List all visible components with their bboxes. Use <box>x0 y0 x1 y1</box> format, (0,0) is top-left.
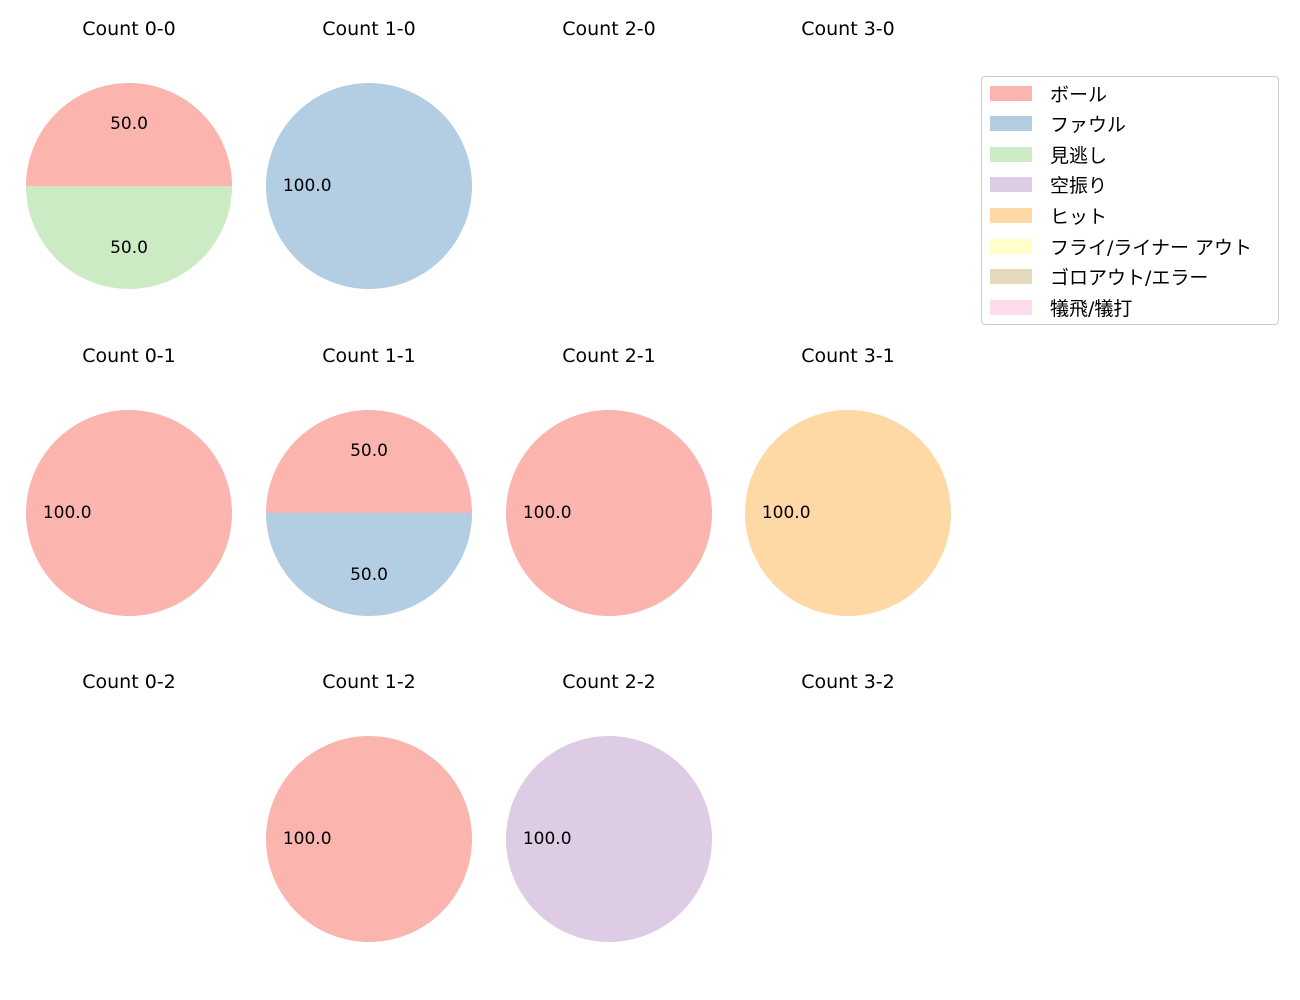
chart-legend: ボールファウル見逃し空振りヒットフライ/ライナー アウト ゴロアウト/エラー 犠飛/… <box>981 76 1279 325</box>
legend-item: ヒット <box>990 204 1108 228</box>
slice-value-label: 50.0 <box>350 565 388 585</box>
legend-item: 犠飛/犠打 <box>990 296 1133 320</box>
pie-panel: Count 1-0 100.0 <box>266 18 472 289</box>
panel-title: Count 3-2 <box>801 671 895 693</box>
panel-title: Count 3-0 <box>801 18 895 40</box>
legend-swatch <box>990 238 1032 254</box>
legend-label: ゴロアウト/エラー <box>1050 267 1209 290</box>
legend-item: ゴロアウト/エラー <box>990 266 1209 290</box>
panel-title: Count 2-1 <box>562 345 656 367</box>
pie-slice <box>266 513 472 616</box>
slice-value-label: 100.0 <box>523 503 572 523</box>
slice-value-label: 50.0 <box>350 441 388 461</box>
pie-slice <box>745 410 951 616</box>
pie-slice <box>506 736 712 942</box>
legend-item: ボール <box>990 82 1108 106</box>
slice-value-label: 100.0 <box>283 176 332 196</box>
panel-title: Count 2-2 <box>562 671 656 693</box>
pie-slice <box>506 410 712 616</box>
panel-title: Count 1-2 <box>322 671 416 693</box>
panel-title: Count 1-0 <box>322 18 416 40</box>
slice-value-label: 100.0 <box>523 829 572 849</box>
legend-label: ボール <box>1050 83 1108 106</box>
pie-panel: Count 2-1 100.0 <box>506 345 712 616</box>
legend-item: フライ/ライナー アウト <box>990 235 1253 259</box>
pie-slice <box>26 83 232 186</box>
pie-panel: Count 3-1 100.0 <box>745 345 951 616</box>
legend-item: 空振り <box>990 174 1108 198</box>
slice-value-label: 100.0 <box>43 503 92 523</box>
legend-label: フライ/ライナー アウト <box>1050 236 1253 259</box>
pie-slice <box>26 410 232 616</box>
legend-swatch <box>990 299 1032 315</box>
legend-swatch <box>990 269 1032 285</box>
pie-panel: Count 2-2 100.0 <box>506 671 712 942</box>
pie-panel: Count 3-2 <box>801 671 895 693</box>
pie-panel: Count 1-2 100.0 <box>266 671 472 942</box>
pie-panel: Count 0-0 50.0 50.0 <box>26 18 232 289</box>
slice-value-label: 100.0 <box>762 503 811 523</box>
legend-swatch <box>990 85 1032 101</box>
slice-value-label: 100.0 <box>283 829 332 849</box>
legend-label: ヒット <box>1050 205 1108 228</box>
pie-panel: Count 0-1 100.0 <box>26 345 232 616</box>
panel-title: Count 0-2 <box>82 671 176 693</box>
legend-label: 犠飛/犠打 <box>1050 297 1133 320</box>
legend-label: ファウル <box>1050 114 1127 137</box>
pie-slice <box>266 736 472 942</box>
pie-panel: Count 2-0 <box>562 18 656 40</box>
pie-slice <box>26 186 232 289</box>
panel-title: Count 1-1 <box>322 345 416 367</box>
panel-title: Count 0-0 <box>82 18 176 40</box>
panel-title: Count 3-1 <box>801 345 895 367</box>
legend-item: 見逃し <box>990 143 1108 167</box>
slice-value-label: 50.0 <box>110 238 148 258</box>
slice-value-label: 50.0 <box>110 114 148 134</box>
pie-panel: Count 0-2 <box>82 671 176 693</box>
panel-title: Count 0-1 <box>82 345 176 367</box>
pie-panel: Count 3-0 <box>801 18 895 40</box>
legend-swatch <box>990 177 1032 193</box>
pie-slice <box>266 410 472 513</box>
legend-label: 見逃し <box>1050 144 1108 167</box>
legend-swatch <box>990 207 1032 223</box>
pie-panel: Count 1-1 50.0 50.0 <box>266 345 472 616</box>
panel-title: Count 2-0 <box>562 18 656 40</box>
legend-item: ファウル <box>990 113 1127 137</box>
pie-slice <box>266 83 472 289</box>
legend-swatch <box>990 146 1032 162</box>
legend-swatch <box>990 116 1032 132</box>
legend-label: 空振り <box>1050 175 1108 198</box>
